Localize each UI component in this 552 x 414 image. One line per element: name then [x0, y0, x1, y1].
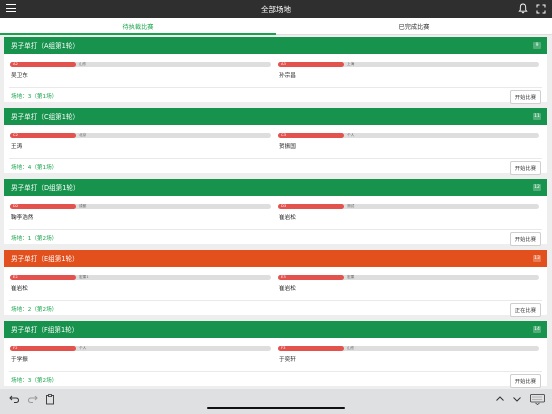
player-name: 崔岩松 [11, 286, 28, 292]
player-left: F2 个人 于学振 [10, 345, 273, 368]
start-match-button[interactable]: 开始比赛 [509, 90, 541, 104]
seed-label: E3 [278, 274, 344, 280]
player-left: E2 宏果1 崔岩松 [10, 274, 273, 297]
start-match-button[interactable]: 开始比赛 [509, 232, 541, 246]
match-header: 男子单打（D组第1轮） 12 [4, 179, 547, 196]
club-label: 山东 [79, 61, 87, 66]
divider [9, 157, 542, 159]
expand-icon[interactable] [536, 4, 546, 14]
divider [9, 228, 542, 230]
club-label: 宏果1 [79, 274, 89, 279]
match-number-badge: 14 [533, 325, 541, 333]
match-number-badge: 13 [533, 254, 541, 262]
start-match-button[interactable]: 开始比赛 [509, 161, 541, 175]
club-label: 北京 [79, 132, 87, 137]
player-name: 于奕轩 [279, 357, 296, 363]
player-name: 贺振国 [279, 144, 296, 150]
venue-label: 场地：4（第1场） [11, 165, 58, 171]
match-card: 男子单打（D组第1轮） 12 D2 成都 鞠李浩然 D3 测试 崔岩松 场地：1（第… [4, 179, 547, 246]
match-header: 男子单打（F组第1轮） 14 [4, 321, 547, 338]
match-title: 男子单打（C组第1轮） [11, 113, 80, 122]
player-name: 鞠李浩然 [11, 215, 34, 221]
venue-label: 场地：1（第2场） [11, 236, 58, 242]
home-indicator [207, 407, 345, 409]
tab-completed[interactable]: 已完成比赛 [398, 24, 430, 31]
player-name: 吴卫东 [11, 73, 28, 79]
player-right: D3 测试 崔岩松 [278, 203, 541, 226]
player-left: D2 成都 鞠李浩然 [10, 203, 273, 226]
seed-label: D2 [10, 203, 76, 209]
seed-label: F3 [278, 345, 344, 351]
divider [9, 86, 542, 88]
keyboard-toolbar [0, 389, 552, 414]
player-name: 孙宗昌 [279, 73, 296, 79]
player-name: 崔岩松 [279, 215, 296, 221]
club-label: 上海 [347, 61, 355, 66]
tab-pending[interactable]: 待执裁比赛 [0, 18, 276, 35]
seed-label: E2 [10, 274, 76, 280]
menu-icon[interactable] [6, 4, 16, 14]
seed-label: D3 [278, 203, 344, 209]
match-card: 男子单打（F组第1轮） 14 F2 个人 于学振 F3 山东 于奕轩 场地：3（第2… [4, 321, 547, 388]
divider [9, 299, 542, 301]
match-header: 男子单打（A组第1轮） 9 [4, 37, 547, 54]
club-label: 山东 [347, 345, 355, 350]
match-number-badge: 11 [533, 112, 541, 120]
divider [9, 370, 542, 372]
match-title: 男子单打（E组第1轮） [11, 255, 79, 264]
club-label: 个人 [347, 132, 355, 137]
match-card: 男子单打（E组第1轮） 13 E2 宏果1 崔岩松 E3 宏果 崔岩松 场地：2（第… [4, 250, 547, 317]
venue-label: 场地：3（第1场） [11, 94, 58, 100]
seed-label: A2 [10, 61, 76, 67]
match-header: 男子单打（E组第1轮） 13 [4, 250, 547, 267]
start-match-button[interactable]: 开始比赛 [509, 374, 541, 388]
venue-label: 场地：2（第2场） [11, 307, 58, 313]
club-label: 个人 [79, 345, 87, 350]
clipboard-icon[interactable] [45, 394, 55, 405]
match-number-badge: 12 [533, 183, 541, 191]
in-progress-button[interactable]: 正在比赛 [509, 303, 541, 317]
redo-icon[interactable] [27, 394, 38, 404]
seed-label: C2 [10, 132, 76, 138]
match-title: 男子单打（F组第1轮） [11, 326, 79, 335]
player-name: 崔岩松 [279, 286, 296, 292]
club-label: 成都 [79, 203, 87, 208]
player-left: A2 山东 吴卫东 [10, 61, 273, 84]
keyboard-icon[interactable] [530, 394, 545, 405]
chevron-up-icon[interactable] [495, 394, 505, 404]
player-name: 于学振 [11, 357, 28, 363]
chevron-down-icon[interactable] [512, 394, 522, 404]
player-right: C3 个人 贺振国 [278, 132, 541, 155]
bell-icon[interactable] [518, 3, 528, 14]
match-header: 男子单打（C组第1轮） 11 [4, 108, 547, 125]
club-label: 测试 [347, 203, 355, 208]
page-title: 全部场地 [261, 5, 291, 14]
match-title: 男子单打（D组第1轮） [11, 184, 80, 193]
top-bar: 全部场地 [0, 0, 552, 18]
club-label: 宏果 [347, 274, 355, 279]
undo-icon[interactable] [9, 394, 20, 404]
player-right: F3 山东 于奕轩 [278, 345, 541, 368]
player-left: C2 北京 王涛 [10, 132, 273, 155]
player-right: A3 上海 孙宗昌 [278, 61, 541, 84]
match-title: 男子单打（A组第1轮） [11, 42, 80, 51]
venue-label: 场地：3（第2场） [11, 378, 58, 384]
seed-label: F2 [10, 345, 76, 351]
player-name: 王涛 [11, 144, 23, 150]
match-list[interactable]: 男子单打（A组第1轮） 9 A2 山东 吴卫东 A3 上海 孙宗昌 场地：3（第1场… [4, 37, 547, 389]
match-card: 男子单打（C组第1轮） 11 C2 北京 王涛 C3 个人 贺振国 场地：4（第1场… [4, 108, 547, 175]
seed-label: C3 [278, 132, 344, 138]
player-right: E3 宏果 崔岩松 [278, 274, 541, 297]
tab-bar: 待执裁比赛 已完成比赛 [0, 18, 552, 35]
seed-label: A3 [278, 61, 344, 67]
match-card: 男子单打（A组第1轮） 9 A2 山东 吴卫东 A3 上海 孙宗昌 场地：3（第1场… [4, 37, 547, 104]
match-number-badge: 9 [533, 41, 541, 49]
